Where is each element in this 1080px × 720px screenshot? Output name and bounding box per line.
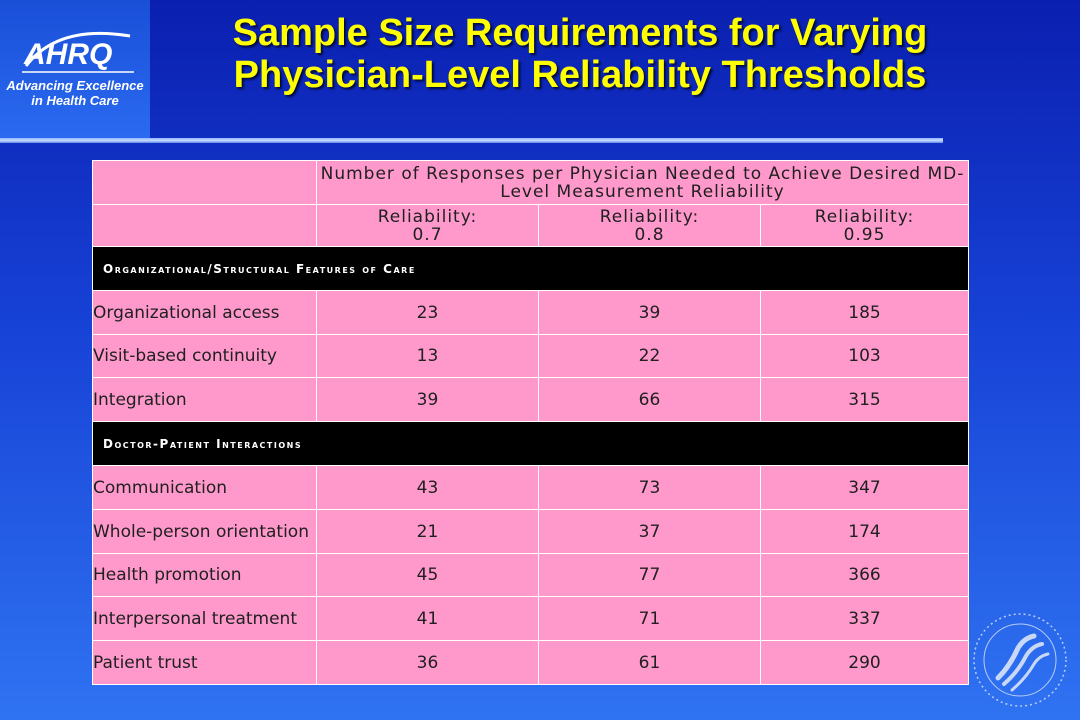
table-header-row-2: Reliability: 0.7 Reliability: 0.8 Reliabil… — [92, 204, 970, 247]
row-label: Health promotion — [92, 553, 317, 597]
cell-value: 41 — [316, 596, 539, 641]
cell-value: 36 — [316, 640, 539, 685]
title-line-2: Physician-Level Reliability Thresholds — [233, 54, 927, 96]
title-divider — [0, 138, 943, 143]
row-label: Interpersonal treatment — [92, 596, 317, 641]
section-header-row: Doctor-Patient Interactions — [91, 421, 970, 466]
table-corner-cell — [92, 160, 317, 205]
logo-tagline: Advancing Excellence in Health Care — [6, 78, 144, 108]
table-corner-cell-2 — [92, 204, 317, 247]
table-header-row-1: Number of Responses per Physician Needed… — [92, 160, 970, 205]
cell-value: 103 — [759, 334, 970, 378]
cell-value: 61 — [538, 640, 761, 685]
table-main-header: Number of Responses per Physician Needed… — [315, 160, 970, 205]
ahrq-logo-icon: AHRQ — [22, 31, 134, 73]
cell-value: 174 — [759, 509, 970, 554]
table-row: Visit-based continuity 13 22 103 — [92, 334, 970, 378]
table-row: Communication 43 73 347 — [92, 465, 970, 510]
row-label: Integration — [92, 377, 317, 422]
hhs-seal-icon — [973, 613, 1067, 707]
table-row: Organizational access 23 39 185 — [92, 290, 970, 335]
row-label: Organizational access — [92, 290, 317, 335]
reliability-table: Number of Responses per Physician Needed… — [91, 160, 970, 685]
section-title: Doctor-Patient Interactions — [91, 421, 970, 466]
cell-value: 290 — [759, 640, 970, 685]
table-row: Patient trust 36 61 290 — [92, 640, 970, 685]
table-row: Interpersonal treatment 41 71 337 — [92, 596, 970, 641]
cell-value: 43 — [316, 465, 539, 510]
cell-value: 71 — [538, 596, 761, 641]
section-header-row: Organizational/Structural Features of Ca… — [91, 246, 970, 291]
column-header-2: Reliability: 0.95 — [759, 204, 970, 247]
ahrq-logo: AHRQ Advancing Excellence in Health Care — [0, 0, 150, 138]
table-row: Health promotion 45 77 366 — [92, 553, 970, 597]
cell-value: 21 — [316, 509, 539, 554]
cell-value: 45 — [316, 553, 539, 597]
ahrq-wordmark: AHRQ — [23, 38, 112, 71]
cell-value: 366 — [759, 553, 970, 597]
row-label: Visit-based continuity — [92, 334, 317, 378]
row-label: Whole-person orientation — [92, 509, 317, 554]
cell-value: 39 — [538, 290, 761, 335]
table-row: Whole-person orientation 21 37 174 — [92, 509, 970, 554]
column-header-1: Reliability: 0.8 — [538, 204, 761, 247]
row-label: Patient trust — [92, 640, 317, 685]
row-label: Communication — [92, 465, 317, 510]
slide-title: Sample Size Requirements for Varying Phy… — [165, 12, 995, 96]
cell-value: 23 — [316, 290, 539, 335]
cell-value: 37 — [538, 509, 761, 554]
cell-value: 13 — [316, 334, 539, 378]
cell-value: 39 — [316, 377, 539, 422]
column-header-0: Reliability: 0.7 — [316, 204, 539, 247]
table-row: Integration 39 66 315 — [92, 377, 970, 422]
cell-value: 185 — [759, 290, 970, 335]
cell-value: 347 — [759, 465, 970, 510]
section-title: Organizational/Structural Features of Ca… — [91, 246, 970, 291]
cell-value: 337 — [759, 596, 970, 641]
cell-value: 22 — [538, 334, 761, 378]
cell-value: 73 — [538, 465, 761, 510]
cell-value: 315 — [759, 377, 970, 422]
cell-value: 77 — [538, 553, 761, 597]
cell-value: 66 — [538, 377, 761, 422]
title-line-1: Sample Size Requirements for Varying — [232, 12, 928, 54]
